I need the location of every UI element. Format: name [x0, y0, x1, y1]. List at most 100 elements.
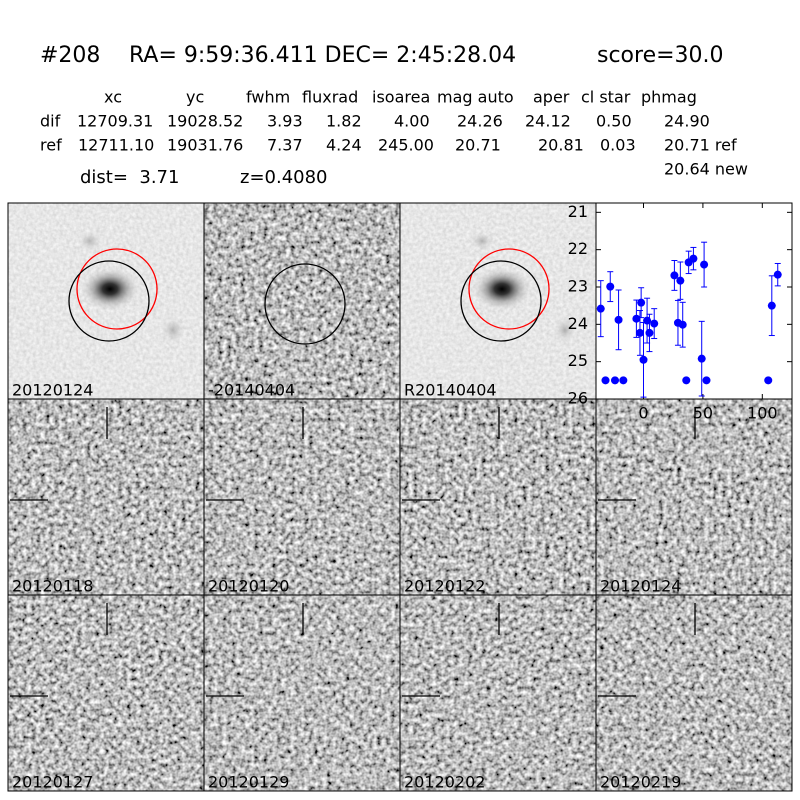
- redshift: z=0.4080: [240, 167, 328, 188]
- table-cell: 19031.76: [167, 136, 243, 155]
- point: [702, 376, 711, 385]
- y-tick-label: 26: [568, 389, 588, 408]
- column-header: isoarea: [372, 88, 430, 107]
- stamp-image: [8, 399, 204, 595]
- galaxy: [80, 267, 140, 311]
- point: [635, 328, 644, 337]
- det-aperture: [460, 260, 542, 342]
- stamp-label: 20120124: [600, 577, 681, 596]
- table-cell: 24.12: [525, 112, 571, 131]
- stamp: 20120122: [399, 398, 597, 596]
- table-cell: 4.24: [326, 136, 362, 155]
- point: [639, 355, 648, 364]
- point: [767, 301, 776, 310]
- column-header: cl star: [581, 88, 631, 107]
- point: [697, 354, 706, 363]
- stamp-label: 20120129: [208, 773, 289, 792]
- y-tick-label: 22: [568, 239, 588, 258]
- table-cell: 24.90: [664, 112, 710, 131]
- table-cell: 3.93: [267, 112, 303, 131]
- stamp-label: 20120118: [12, 577, 93, 596]
- stamp-label: -20140404: [208, 381, 295, 400]
- stamp-image: [596, 399, 792, 595]
- point: [619, 376, 628, 385]
- point: [676, 276, 685, 285]
- stamp-label: 20120124: [12, 381, 93, 400]
- stamp: 20120129: [203, 594, 401, 792]
- x-tick-label: 100: [747, 404, 778, 423]
- score: score=30.0: [597, 43, 724, 68]
- faint-source: [470, 231, 494, 251]
- point: [632, 314, 641, 323]
- stamp: 20120124: [595, 398, 793, 596]
- point: [637, 298, 646, 307]
- y-tick-label: 23: [568, 277, 588, 296]
- y-tick-label: 25: [568, 351, 588, 370]
- point: [614, 315, 623, 324]
- light-curve: 21 22 23 24 25 26 0 50 100: [568, 202, 793, 423]
- table-cell: 20.71: [455, 136, 501, 155]
- table-cell: 20.71 ref: [664, 136, 737, 155]
- point: [764, 376, 773, 385]
- column-header: fwhm: [246, 88, 290, 107]
- point: [670, 271, 679, 280]
- column-header: yc: [186, 88, 204, 107]
- table-cell: 0.50: [596, 112, 632, 131]
- table-cell: 7.37: [267, 136, 303, 155]
- table-cell: 19028.52: [167, 112, 243, 131]
- faint-source: [78, 231, 102, 251]
- stamp: 20120120: [203, 398, 401, 596]
- row-label: dif: [40, 112, 61, 131]
- stamp: 20120219: [595, 594, 793, 792]
- point: [689, 254, 698, 263]
- point: [596, 304, 605, 313]
- stamp-label: 20120219: [600, 773, 681, 792]
- point: [678, 320, 687, 329]
- stamp-label: 20120202: [404, 773, 485, 792]
- point: [650, 319, 659, 328]
- column-header: fluxrad: [302, 88, 358, 107]
- column-header: aper: [533, 88, 570, 107]
- point: [601, 376, 610, 385]
- x-tick-label: 50: [693, 404, 713, 423]
- stamp-image: [400, 399, 596, 595]
- stamp-label: 20120120: [208, 577, 289, 596]
- distance: dist= 3.71: [80, 167, 179, 188]
- stamp: 20120124: [7, 202, 205, 400]
- point: [700, 260, 709, 269]
- plot-area: [595, 202, 793, 400]
- stamp: -20140404: [203, 202, 401, 400]
- object-id: #208: [40, 43, 100, 68]
- stamp-label: 20120127: [12, 773, 93, 792]
- stamp-image: [400, 595, 596, 791]
- stamp-frame: [595, 594, 793, 792]
- stamp-image: [8, 595, 204, 791]
- det-aperture: [264, 263, 346, 345]
- stamp: 20120202: [399, 594, 597, 792]
- stamp-image: [204, 399, 400, 595]
- stamp-label: R20140404: [404, 381, 497, 400]
- det-aperture: [68, 260, 150, 342]
- column-header: mag auto: [437, 88, 514, 107]
- new-mag: 20.64 new: [664, 160, 748, 179]
- y-tick-label: 24: [568, 314, 588, 333]
- point: [682, 376, 691, 385]
- table-cell: 20.81: [538, 136, 584, 155]
- column-header: xc: [104, 88, 122, 107]
- galaxy: [472, 267, 532, 311]
- stamp-image: [204, 203, 400, 399]
- point: [645, 328, 654, 337]
- stamp-label: 20120122: [404, 577, 485, 596]
- ref-aperture: [76, 248, 158, 330]
- y-tick-label: 21: [568, 202, 588, 221]
- stamp: 20120118: [7, 398, 205, 596]
- table-cell: 24.26: [457, 112, 503, 131]
- stamp: R20140404: [399, 202, 597, 400]
- point: [773, 270, 782, 279]
- table-cell: 0.03: [600, 136, 636, 155]
- coordinates: RA= 9:59:36.411 DEC= 2:45:28.04: [129, 43, 516, 68]
- table-cell: 245.00: [378, 136, 434, 155]
- row-label: ref: [40, 136, 62, 155]
- faint-source: [553, 316, 577, 344]
